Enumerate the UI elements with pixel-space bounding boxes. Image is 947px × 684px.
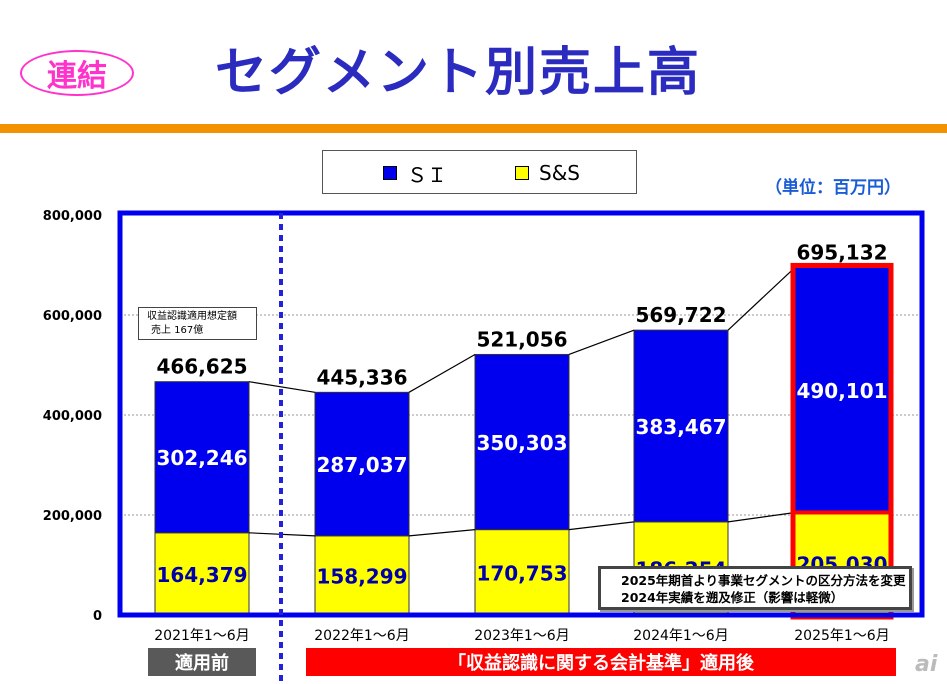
- bar-si: [794, 266, 890, 513]
- chart-legend: ＳＩ S&S: [322, 150, 637, 194]
- total-connector-line: [727, 266, 796, 331]
- data-label-si: 490,101: [796, 379, 887, 403]
- total-label: 695,132: [796, 240, 887, 264]
- bar-si: [474, 353, 570, 531]
- data-label-si: 302,246: [156, 446, 247, 470]
- header-rule: [0, 124, 947, 133]
- page-title: セグメント別売上高: [215, 43, 702, 103]
- x-tick-label: 2024年1～6月: [633, 628, 728, 644]
- note-line-1: 収益認識適用想定額: [147, 311, 237, 322]
- change-note-line-1: 2025年期首より事業セグメントの区分方法を変更: [621, 573, 906, 588]
- legend-item-ss: S&S: [515, 161, 580, 185]
- bar-ss: [314, 535, 410, 616]
- bar-si: [314, 391, 410, 537]
- y-tick-label: 400,000: [43, 409, 102, 424]
- total-connector-line: [408, 353, 476, 393]
- y-tick-label: 800,000: [43, 209, 102, 224]
- period-label-before: 適用前: [148, 648, 256, 676]
- x-tick-label: 2025年1～6月: [794, 628, 889, 644]
- unit-label: （単位：百万円）: [765, 178, 901, 198]
- data-label-si: 350,303: [476, 431, 567, 455]
- total-label: 569,722: [635, 303, 726, 327]
- note-line-2: 売上 167億: [151, 325, 204, 336]
- period-label-after: 「収益認識に関する会計基準」適用後: [306, 648, 896, 676]
- revenue-recognition-note: 収益認識適用想定額 売上 167億: [138, 307, 257, 340]
- ss-connector-line: [727, 511, 796, 523]
- x-tick-label: 2023年1～6月: [474, 628, 569, 644]
- y-tick-label: 0: [93, 609, 102, 624]
- bar-ss: [154, 532, 250, 616]
- data-label-ss: 164,379: [156, 563, 247, 587]
- y-tick-label: 600,000: [43, 309, 102, 324]
- total-connector-line: [568, 329, 635, 356]
- data-label-ss: 158,299: [316, 564, 407, 588]
- legend-item-si: ＳＩ: [383, 161, 447, 187]
- legend-label-si: ＳＩ: [407, 162, 447, 187]
- legend-label-ss: S&S: [539, 161, 580, 185]
- total-connector-line: [248, 381, 316, 393]
- y-tick-label: 200,000: [43, 509, 102, 524]
- total-label: 521,056: [476, 327, 567, 351]
- legend-swatch-si: [383, 166, 397, 180]
- x-tick-label: 2022年1～6月: [314, 628, 409, 644]
- plot-frame: [117, 210, 925, 618]
- legend-swatch-ss: [515, 166, 529, 180]
- ss-connector-line: [408, 529, 476, 537]
- bar-si: [633, 329, 729, 523]
- data-label-ss: 170,753: [476, 561, 567, 585]
- consolidated-badge: 連結: [20, 50, 134, 96]
- data-label-si: 287,037: [316, 453, 407, 477]
- x-tick-label: 2021年1～6月: [154, 628, 249, 644]
- bar-ss: [474, 529, 570, 616]
- watermark-logo: ai: [915, 652, 938, 677]
- data-label-si: 383,467: [635, 415, 726, 439]
- total-label: 466,625: [156, 355, 247, 379]
- bar-si: [154, 381, 250, 534]
- total-label: 445,336: [316, 365, 407, 389]
- ss-connector-line: [568, 521, 635, 531]
- segment-change-note: 2025年期首より事業セグメントの区分方法を変更 2024年実績を遡及修正（影響…: [598, 566, 912, 610]
- change-note-line-2: 2024年実績を遡及修正（影響は軽微）: [621, 590, 844, 605]
